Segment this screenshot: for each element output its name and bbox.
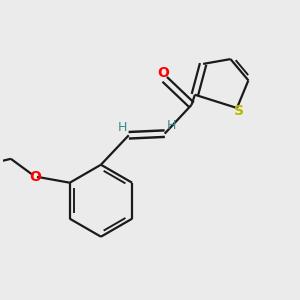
Text: O: O	[29, 170, 41, 184]
Text: O: O	[157, 66, 169, 80]
Text: H: H	[167, 119, 177, 132]
Text: S: S	[234, 104, 244, 118]
Text: H: H	[118, 121, 128, 134]
